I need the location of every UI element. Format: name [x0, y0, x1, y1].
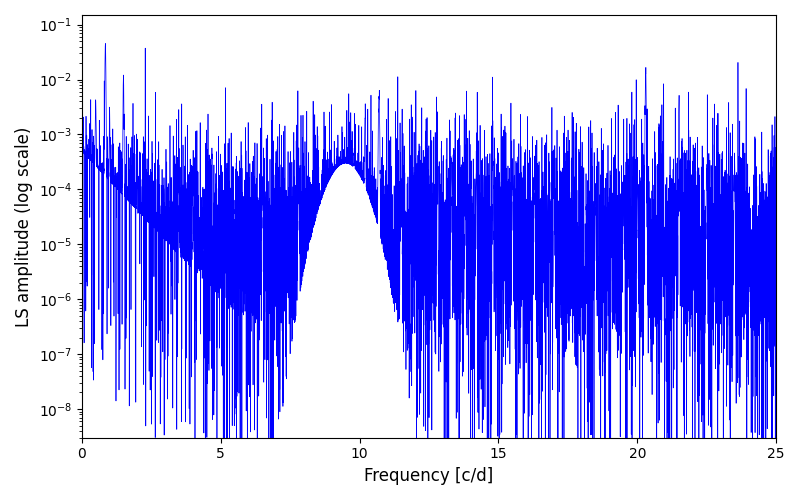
X-axis label: Frequency [c/d]: Frequency [c/d]: [364, 467, 494, 485]
Y-axis label: LS amplitude (log scale): LS amplitude (log scale): [15, 126, 33, 326]
